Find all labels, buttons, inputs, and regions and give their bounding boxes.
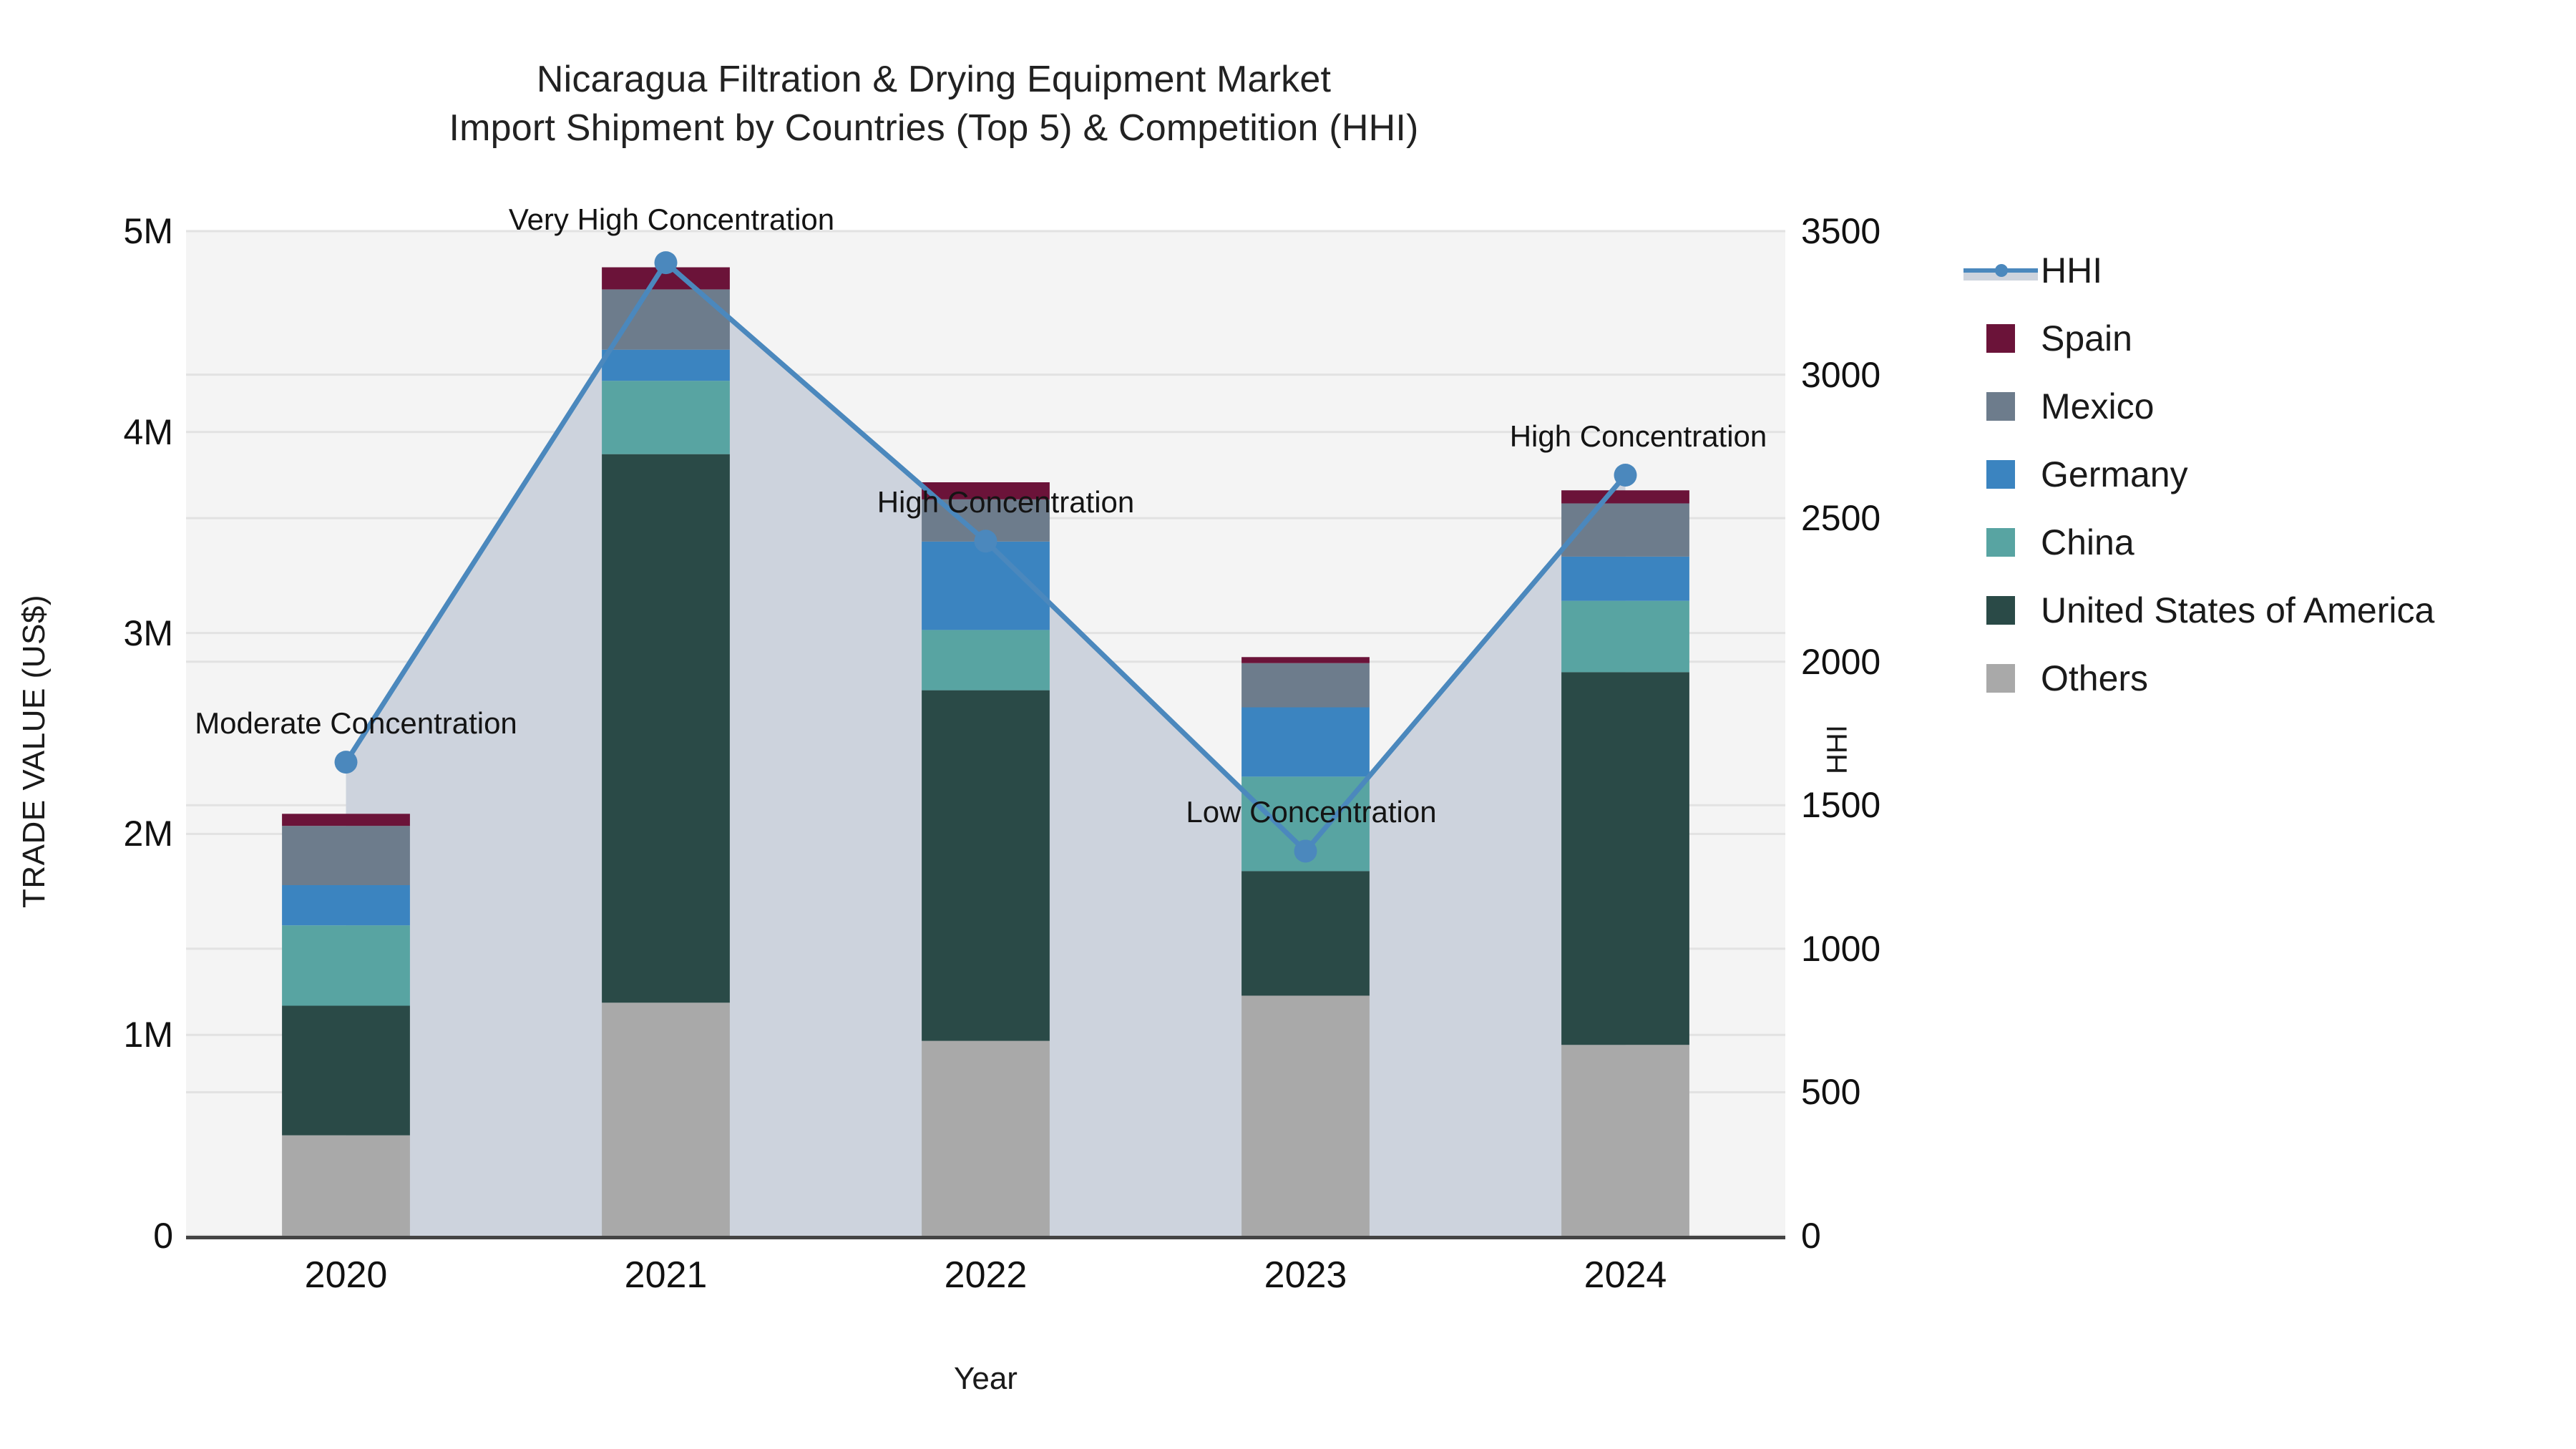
x-axis-title: Year <box>954 1361 1018 1396</box>
bar-series-group <box>282 267 1689 1236</box>
hhi-annotation-label: High Concentration <box>1509 419 1767 453</box>
y-axis-right-tick-label: 0 <box>1801 1216 1821 1256</box>
plot-area <box>186 230 1785 1237</box>
y-axis-right-title: HHI <box>1821 725 1853 774</box>
legend-color-swatch <box>1986 663 2015 693</box>
bar-segment <box>282 885 410 926</box>
x-axis-tick-label: 2024 <box>1584 1254 1667 1296</box>
chart-legend: HHI Spain Mexico Germany China United States … <box>1961 236 2555 712</box>
bar-segment <box>1561 600 1689 673</box>
y-axis-left-tick-label: 4M <box>123 411 173 452</box>
y-axis-left-tick-label: 1M <box>123 1015 173 1055</box>
y-axis-right-tick-label: 1500 <box>1801 785 1881 826</box>
chart-title: Nicaragua Filtration & Drying Equipment … <box>0 56 1868 152</box>
y-axis-right-tick-label: 500 <box>1801 1072 1861 1113</box>
legend-color-swatch <box>1986 459 2015 489</box>
legend-item[interactable]: HHI <box>1961 236 2555 304</box>
x-axis-tick-label: 2020 <box>304 1254 388 1296</box>
bar-segment <box>282 826 410 886</box>
legend-item[interactable]: United States of America <box>1961 576 2555 644</box>
hhi-markers <box>334 251 1637 863</box>
bar-segment <box>602 381 730 454</box>
legend-line-icon <box>1963 260 2038 281</box>
legend-item-label: Others <box>2041 658 2149 698</box>
bar-segment <box>282 814 410 826</box>
hhi-annotation-label: High Concentration <box>877 485 1135 519</box>
bar-segment <box>282 1005 410 1136</box>
legend-item-label: Germany <box>2041 454 2188 494</box>
y-axis-right-tick-label: 2000 <box>1801 641 1881 682</box>
bar-segment <box>1241 663 1370 708</box>
x-axis-tick-label: 2023 <box>1264 1254 1347 1296</box>
bar-segment <box>1241 995 1370 1236</box>
legend-marker-dot <box>1995 263 2008 277</box>
bar-segment <box>1241 707 1370 777</box>
hhi-annotation-label: Very High Concentration <box>508 203 835 237</box>
y-axis-right-tick-label: 2500 <box>1801 498 1881 539</box>
y-axis-left-tick-label: 5M <box>123 211 173 251</box>
legend-item[interactable]: China <box>1961 508 2555 576</box>
legend-item-label: Mexico <box>2041 386 2155 426</box>
y-axis-left-tick-label: 2M <box>123 814 173 854</box>
bar-segment <box>602 1002 730 1236</box>
legend-color-swatch <box>1986 595 2015 625</box>
legend-item-label: China <box>2041 522 2135 562</box>
legend-color-swatch <box>1986 323 2015 353</box>
legend-item[interactable]: Germany <box>1961 440 2555 508</box>
bar-segment <box>922 630 1050 691</box>
bar-segment <box>282 1135 410 1236</box>
hhi-annotation-label: Low Concentration <box>1186 795 1437 829</box>
bar-segment <box>1561 672 1689 1045</box>
plot-canvas <box>186 230 1785 1237</box>
x-axis-tick-label: 2022 <box>944 1254 1028 1296</box>
hhi-annotation-label: Moderate Concentration <box>195 706 517 741</box>
bar-segment <box>1561 490 1689 504</box>
bar-segment <box>1241 871 1370 996</box>
y-axis-right-tick-label: 3500 <box>1801 211 1881 251</box>
chart-title-line-1: Nicaragua Filtration & Drying Equipment … <box>536 59 1332 100</box>
bar-segment <box>922 690 1050 1041</box>
legend-item[interactable]: Spain <box>1961 304 2555 372</box>
x-axis-line <box>186 1236 1785 1239</box>
hhi-marker <box>334 751 358 774</box>
bar-segment <box>1241 657 1370 663</box>
bar-segment <box>922 482 1050 499</box>
chart-title-line-2: Import Shipment by Countries (Top 5) & C… <box>449 107 1419 149</box>
bar-segment <box>922 1040 1050 1236</box>
bar-segment <box>1561 503 1689 557</box>
y-axis-right-tick-label: 1000 <box>1801 928 1881 969</box>
bar-segment <box>602 349 730 381</box>
legend-item[interactable]: Mexico <box>1961 372 2555 440</box>
legend-item-label: HHI <box>2041 250 2103 291</box>
hhi-marker <box>1294 839 1317 863</box>
legend-color-swatch <box>1986 527 2015 557</box>
y-axis-left-title: TRADE VALUE (US$) <box>16 595 52 908</box>
hhi-marker <box>654 251 678 275</box>
legend-color-swatch <box>1986 391 2015 421</box>
y-axis-left-tick-label: 3M <box>123 613 173 653</box>
bar-segment <box>602 454 730 1003</box>
x-axis-tick-label: 2021 <box>624 1254 708 1296</box>
y-axis-right-tick-label: 3000 <box>1801 354 1881 395</box>
bar-segment <box>282 925 410 1006</box>
legend-item-label: United States of America <box>2041 590 2435 630</box>
hhi-marker <box>974 530 997 553</box>
legend-item[interactable]: Others <box>1961 644 2555 712</box>
bar-segment <box>1561 1045 1689 1236</box>
legend-item-label: Spain <box>2041 318 2132 358</box>
hhi-marker <box>1614 463 1637 487</box>
bar-segment <box>1561 556 1689 601</box>
y-axis-left-tick-label: 0 <box>153 1216 173 1256</box>
